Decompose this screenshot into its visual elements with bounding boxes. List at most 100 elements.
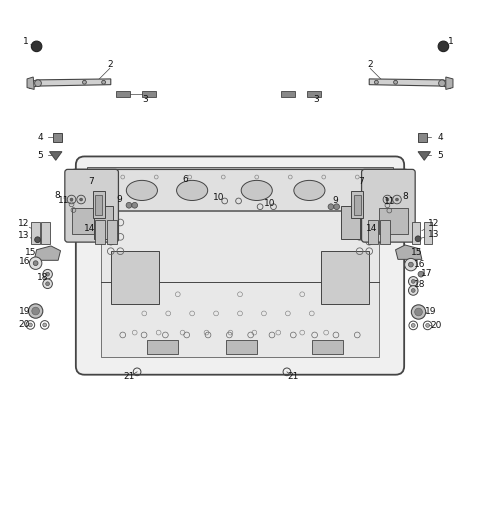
Bar — [226, 340, 257, 354]
Text: 8: 8 — [54, 190, 60, 200]
Ellipse shape — [294, 180, 325, 201]
Bar — [424, 222, 432, 244]
Bar — [379, 208, 408, 234]
Circle shape — [28, 323, 32, 327]
Circle shape — [31, 41, 42, 52]
Circle shape — [83, 80, 86, 84]
Text: 21: 21 — [123, 372, 135, 381]
Text: 9: 9 — [332, 196, 337, 205]
Circle shape — [32, 307, 39, 315]
Text: 19: 19 — [19, 307, 30, 315]
Text: 18: 18 — [37, 273, 48, 282]
Circle shape — [415, 308, 422, 316]
Circle shape — [393, 195, 401, 204]
Polygon shape — [34, 246, 60, 260]
Text: 13: 13 — [18, 231, 29, 241]
Text: 17: 17 — [421, 269, 432, 278]
Circle shape — [334, 204, 339, 209]
Circle shape — [126, 202, 132, 208]
Circle shape — [67, 195, 76, 204]
Bar — [101, 194, 379, 356]
Text: 2: 2 — [107, 60, 113, 69]
Bar — [87, 167, 393, 186]
Bar — [41, 222, 49, 244]
Polygon shape — [27, 77, 34, 90]
Polygon shape — [418, 152, 431, 160]
Circle shape — [43, 269, 52, 279]
Text: 11: 11 — [384, 197, 395, 206]
Polygon shape — [369, 79, 451, 89]
Bar — [380, 220, 390, 244]
Circle shape — [328, 204, 334, 209]
Circle shape — [408, 262, 413, 267]
Text: 13: 13 — [428, 230, 440, 240]
Circle shape — [396, 198, 398, 201]
Circle shape — [43, 323, 47, 327]
Polygon shape — [396, 245, 422, 260]
Polygon shape — [49, 152, 62, 160]
Text: 2: 2 — [367, 60, 373, 69]
Bar — [111, 251, 158, 304]
Text: 6: 6 — [182, 175, 188, 184]
Text: 12: 12 — [428, 219, 440, 228]
Circle shape — [426, 324, 430, 327]
Circle shape — [43, 279, 52, 289]
Circle shape — [415, 236, 421, 242]
Bar — [307, 91, 322, 97]
Text: 16: 16 — [19, 257, 30, 266]
Text: 1: 1 — [448, 37, 454, 46]
Text: 20: 20 — [431, 321, 442, 330]
Bar — [94, 206, 113, 239]
Circle shape — [438, 41, 449, 52]
Circle shape — [418, 271, 424, 277]
Bar — [108, 220, 117, 244]
Text: 16: 16 — [414, 260, 425, 269]
Circle shape — [411, 305, 426, 319]
Polygon shape — [29, 79, 111, 89]
Text: 1: 1 — [23, 37, 28, 46]
Circle shape — [77, 195, 85, 204]
Circle shape — [405, 259, 417, 271]
Text: 10: 10 — [264, 199, 276, 208]
Text: 9: 9 — [117, 195, 122, 204]
Text: 5: 5 — [37, 151, 43, 160]
Bar — [322, 251, 369, 304]
Bar — [96, 220, 105, 244]
FancyBboxPatch shape — [76, 157, 404, 375]
Bar — [116, 91, 130, 97]
Bar — [53, 133, 62, 142]
FancyBboxPatch shape — [72, 169, 408, 211]
Text: 7: 7 — [358, 177, 363, 186]
Bar — [412, 222, 420, 244]
Text: 14: 14 — [366, 224, 377, 233]
Circle shape — [408, 276, 418, 286]
Text: 15: 15 — [411, 248, 423, 257]
Circle shape — [46, 272, 49, 276]
Text: 21: 21 — [287, 372, 299, 381]
Circle shape — [411, 289, 415, 292]
Circle shape — [35, 80, 41, 87]
Circle shape — [408, 286, 418, 295]
Circle shape — [394, 80, 397, 84]
Bar — [147, 340, 178, 354]
Ellipse shape — [177, 180, 208, 201]
Ellipse shape — [241, 180, 272, 201]
Text: 18: 18 — [414, 280, 425, 289]
Circle shape — [411, 280, 415, 283]
Text: 11: 11 — [58, 196, 70, 205]
Bar — [340, 206, 360, 239]
Text: 15: 15 — [24, 248, 36, 257]
Bar — [31, 222, 40, 244]
Circle shape — [80, 198, 83, 201]
Circle shape — [383, 195, 392, 204]
Circle shape — [35, 237, 40, 243]
Circle shape — [439, 80, 445, 87]
Text: 19: 19 — [425, 308, 436, 316]
Polygon shape — [446, 77, 453, 90]
Circle shape — [46, 282, 49, 286]
Circle shape — [28, 304, 43, 318]
FancyBboxPatch shape — [361, 169, 415, 242]
Bar — [93, 191, 105, 218]
Bar — [96, 195, 102, 215]
Bar — [72, 208, 101, 234]
